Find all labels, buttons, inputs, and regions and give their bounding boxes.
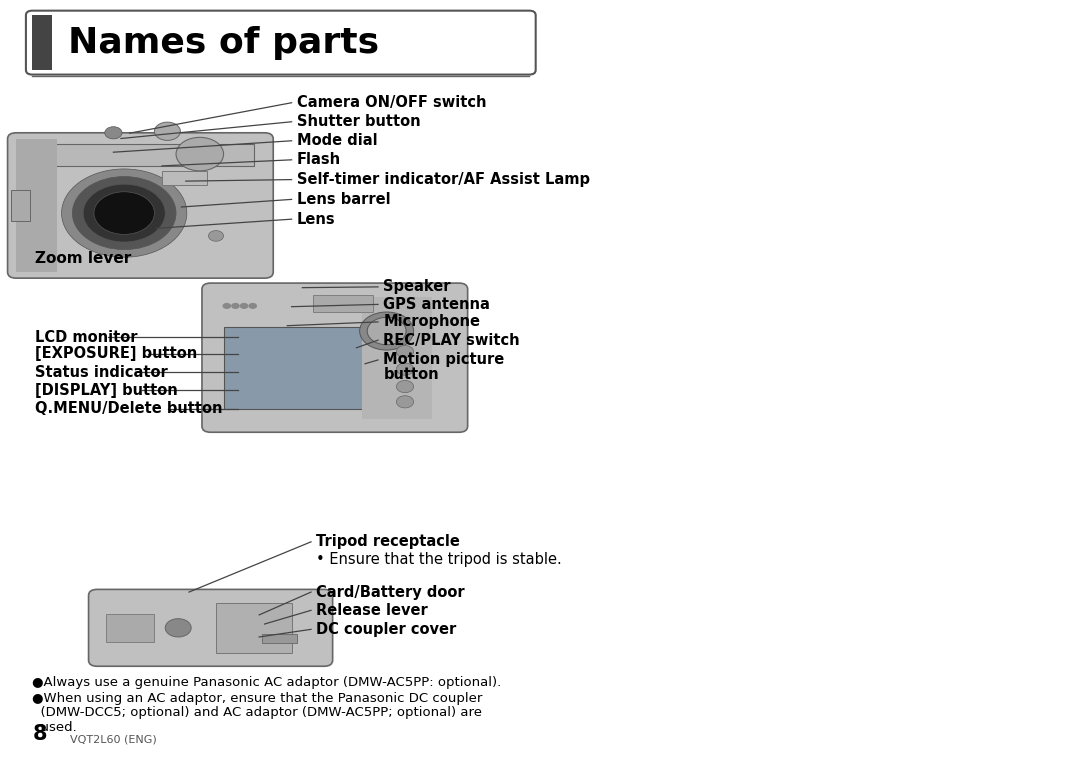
Text: button: button	[383, 367, 440, 382]
Bar	[162, 170, 207, 184]
Circle shape	[396, 396, 414, 408]
Text: Release lever: Release lever	[316, 603, 428, 618]
Bar	[262, 634, 297, 643]
Circle shape	[231, 303, 240, 309]
Text: (DMW-DCC5; optional) and AC adaptor (DMW-AC5PP; optional) are: (DMW-DCC5; optional) and AC adaptor (DMW…	[32, 706, 483, 719]
Circle shape	[94, 192, 154, 234]
Text: ●When using an AC adaptor, ensure that the Panasonic DC coupler: ●When using an AC adaptor, ensure that t…	[32, 692, 483, 705]
Circle shape	[396, 363, 414, 375]
Text: Speaker: Speaker	[383, 279, 451, 295]
Text: 8: 8	[32, 724, 46, 744]
Circle shape	[367, 317, 406, 345]
Circle shape	[176, 137, 224, 170]
Bar	[106, 614, 154, 642]
Text: VQT2L60 (ENG): VQT2L60 (ENG)	[70, 734, 157, 744]
Circle shape	[208, 231, 224, 241]
Text: ●Always use a genuine Panasonic AC adaptor (DMW-AC5PP: optional).: ●Always use a genuine Panasonic AC adapt…	[32, 676, 501, 689]
Text: Status indicator: Status indicator	[35, 365, 167, 380]
Text: Names of parts: Names of parts	[68, 26, 379, 59]
Text: GPS antenna: GPS antenna	[383, 297, 490, 312]
Circle shape	[105, 126, 122, 139]
Circle shape	[165, 619, 191, 637]
Bar	[313, 295, 373, 312]
Text: Card/Battery door: Card/Battery door	[316, 584, 465, 600]
Text: Microphone: Microphone	[383, 314, 481, 330]
Bar	[224, 327, 364, 409]
Circle shape	[72, 177, 176, 250]
Text: used.: used.	[32, 721, 77, 734]
Circle shape	[62, 169, 187, 257]
Circle shape	[83, 184, 165, 242]
Circle shape	[222, 303, 231, 309]
Text: REC/PLAY switch: REC/PLAY switch	[383, 333, 521, 348]
Bar	[27, 145, 254, 166]
FancyBboxPatch shape	[8, 133, 273, 279]
Text: Camera ON/OFF switch: Camera ON/OFF switch	[297, 95, 486, 110]
Circle shape	[360, 312, 414, 350]
FancyBboxPatch shape	[89, 589, 333, 667]
Text: Q.MENU/Delete button: Q.MENU/Delete button	[35, 401, 222, 416]
Bar	[362, 297, 432, 419]
Text: [EXPOSURE] button: [EXPOSURE] button	[35, 346, 197, 361]
Text: Shutter button: Shutter button	[297, 114, 420, 129]
Text: Flash: Flash	[297, 152, 341, 167]
Text: LCD monitor: LCD monitor	[35, 330, 137, 345]
FancyBboxPatch shape	[26, 11, 536, 75]
Text: Tripod receptacle: Tripod receptacle	[316, 534, 460, 549]
Circle shape	[396, 380, 414, 393]
FancyBboxPatch shape	[202, 283, 468, 432]
Circle shape	[248, 303, 257, 309]
Bar	[11, 190, 30, 221]
Bar	[216, 603, 292, 653]
Text: Motion picture: Motion picture	[383, 352, 504, 368]
Text: Zoom lever: Zoom lever	[35, 251, 131, 266]
Text: Self-timer indicator/AF Assist Lamp: Self-timer indicator/AF Assist Lamp	[297, 172, 590, 187]
Text: DC coupler cover: DC coupler cover	[316, 622, 457, 637]
Text: Lens barrel: Lens barrel	[297, 192, 391, 207]
Bar	[32, 15, 52, 70]
Circle shape	[396, 345, 414, 358]
Circle shape	[154, 122, 180, 140]
Bar	[16, 139, 57, 272]
Text: [DISPLAY] button: [DISPLAY] button	[35, 383, 177, 398]
Text: Lens: Lens	[297, 212, 336, 227]
Text: • Ensure that the tripod is stable.: • Ensure that the tripod is stable.	[316, 552, 563, 567]
Text: Mode dial: Mode dial	[297, 133, 378, 148]
Circle shape	[240, 303, 248, 309]
